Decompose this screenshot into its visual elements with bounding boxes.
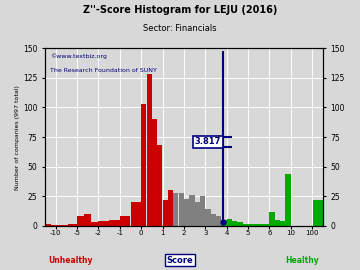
Text: Sector: Financials: Sector: Financials [143, 24, 217, 33]
Bar [227, 219, 232, 226]
Bar [280, 221, 285, 226]
Text: Score: Score [167, 256, 193, 265]
Bar [109, 220, 120, 226]
Bar [232, 221, 237, 226]
Bar [120, 217, 130, 226]
Bar [43, 224, 51, 226]
Bar [264, 224, 269, 226]
Bar [259, 224, 264, 226]
Bar [275, 220, 280, 226]
Bar [131, 202, 141, 226]
Bar [270, 212, 275, 226]
Bar [73, 224, 77, 226]
Bar [253, 224, 259, 226]
Bar [243, 224, 248, 226]
Bar [84, 214, 91, 226]
Bar [51, 225, 55, 226]
Text: Unhealthy: Unhealthy [49, 256, 93, 265]
Text: Z''-Score Histogram for LEJU (2016): Z''-Score Histogram for LEJU (2016) [83, 5, 277, 15]
Bar [147, 74, 152, 226]
Bar [68, 224, 73, 226]
Text: Healthy: Healthy [285, 256, 319, 265]
Text: 3.817: 3.817 [195, 137, 221, 146]
Bar [221, 220, 226, 226]
Bar [312, 200, 355, 226]
Bar [179, 193, 184, 226]
Bar [152, 119, 157, 226]
Bar [248, 224, 253, 226]
Bar [173, 193, 179, 226]
Bar [141, 104, 147, 226]
Bar [77, 217, 84, 226]
Text: The Research Foundation of SUNY: The Research Foundation of SUNY [50, 68, 157, 73]
Bar [168, 190, 173, 226]
Bar [163, 200, 168, 226]
Bar [64, 225, 68, 226]
Bar [285, 174, 291, 226]
Bar [91, 222, 98, 226]
Bar [205, 209, 211, 226]
Text: ©www.textbiz.org: ©www.textbiz.org [50, 53, 107, 59]
Y-axis label: Number of companies (997 total): Number of companies (997 total) [15, 85, 20, 190]
Bar [211, 214, 216, 226]
Bar [99, 221, 109, 226]
Bar [189, 195, 194, 226]
Bar [200, 196, 205, 226]
Bar [56, 225, 60, 226]
Bar [157, 145, 162, 226]
Bar [184, 199, 189, 226]
Bar [195, 202, 200, 226]
Bar [237, 222, 243, 226]
Bar [216, 217, 221, 226]
Bar [60, 225, 64, 226]
